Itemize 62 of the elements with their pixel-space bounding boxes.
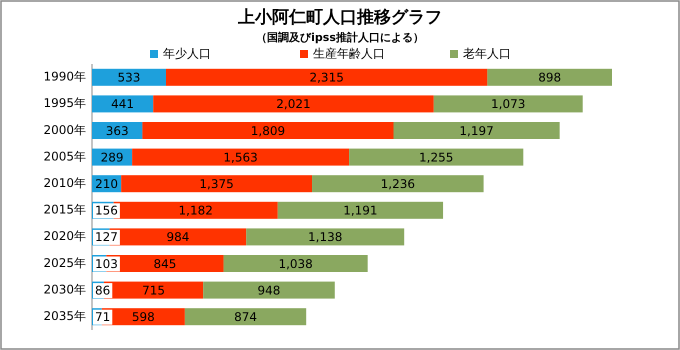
- chart-title: 上小阿仁町人口推移グラフ: [237, 8, 442, 28]
- bar: [203, 282, 335, 299]
- bar: [312, 175, 484, 192]
- bar: [394, 122, 560, 139]
- bar: [349, 148, 524, 166]
- chart-subtitle: （国調及びipss推計人口による）: [256, 31, 424, 44]
- data-label: 127: [95, 230, 118, 244]
- data-label: 1,563: [223, 150, 258, 164]
- data-label: 1,375: [199, 176, 234, 191]
- y-tick-label: 2020年: [43, 229, 86, 244]
- y-tick-label: 2035年: [43, 308, 86, 323]
- data-label: 363: [106, 124, 129, 138]
- data-label: 289: [100, 150, 124, 164]
- bar: [92, 95, 154, 112]
- bar: [278, 202, 444, 219]
- bar: [166, 68, 488, 86]
- data-label: 1,191: [343, 204, 378, 218]
- y-tick-label: 2005年: [43, 149, 86, 164]
- bar: [121, 175, 312, 192]
- data-label: 1,197: [459, 124, 494, 138]
- data-label: 715: [142, 283, 166, 298]
- data-label: 1,255: [419, 150, 454, 164]
- data-label: 1,182: [178, 204, 213, 218]
- y-tick-label: 2025年: [43, 256, 86, 270]
- data-label: 533: [118, 70, 140, 85]
- data-label: 86: [95, 283, 110, 298]
- bar: [224, 255, 368, 272]
- y-tick-label: 1990年: [43, 70, 86, 84]
- data-label: 1,138: [308, 230, 342, 244]
- data-label: 2,315: [309, 70, 344, 85]
- data-label: 156: [95, 204, 118, 218]
- data-label: 1,236: [380, 176, 415, 191]
- legend-label: 老年人口: [463, 46, 511, 60]
- legend-label: 年少人口: [163, 46, 211, 60]
- data-label: 103: [95, 256, 118, 271]
- data-label: 948: [258, 283, 280, 298]
- data-label: 71: [95, 310, 110, 324]
- data-label: 441: [111, 97, 134, 112]
- data-label: 1,038: [278, 256, 313, 271]
- bar: [132, 148, 350, 166]
- bar: [184, 308, 306, 326]
- y-tick-label: 2000年: [43, 122, 86, 137]
- data-label: 1,809: [250, 124, 286, 138]
- y-tick-label: 2030年: [43, 282, 86, 296]
- data-label: 845: [153, 256, 176, 271]
- y-tick-label: 2015年: [43, 202, 86, 217]
- bar: [92, 68, 166, 86]
- data-label: 984: [166, 230, 190, 244]
- data-label: 598: [132, 310, 155, 324]
- bar: [153, 95, 434, 112]
- y-tick-label: 1995年: [43, 96, 86, 110]
- data-label: 874: [234, 310, 257, 324]
- data-label: 898: [538, 70, 562, 85]
- legend-label: 生産年齢人口: [313, 46, 385, 60]
- data-label: 210: [95, 176, 118, 191]
- y-tick-label: 2010年: [43, 176, 86, 190]
- bar: [142, 122, 394, 139]
- bar: [487, 68, 612, 86]
- bar: [246, 228, 404, 246]
- bar: [434, 95, 583, 112]
- data-label: 2,021: [276, 97, 311, 112]
- data-label: 1,073: [491, 97, 526, 112]
